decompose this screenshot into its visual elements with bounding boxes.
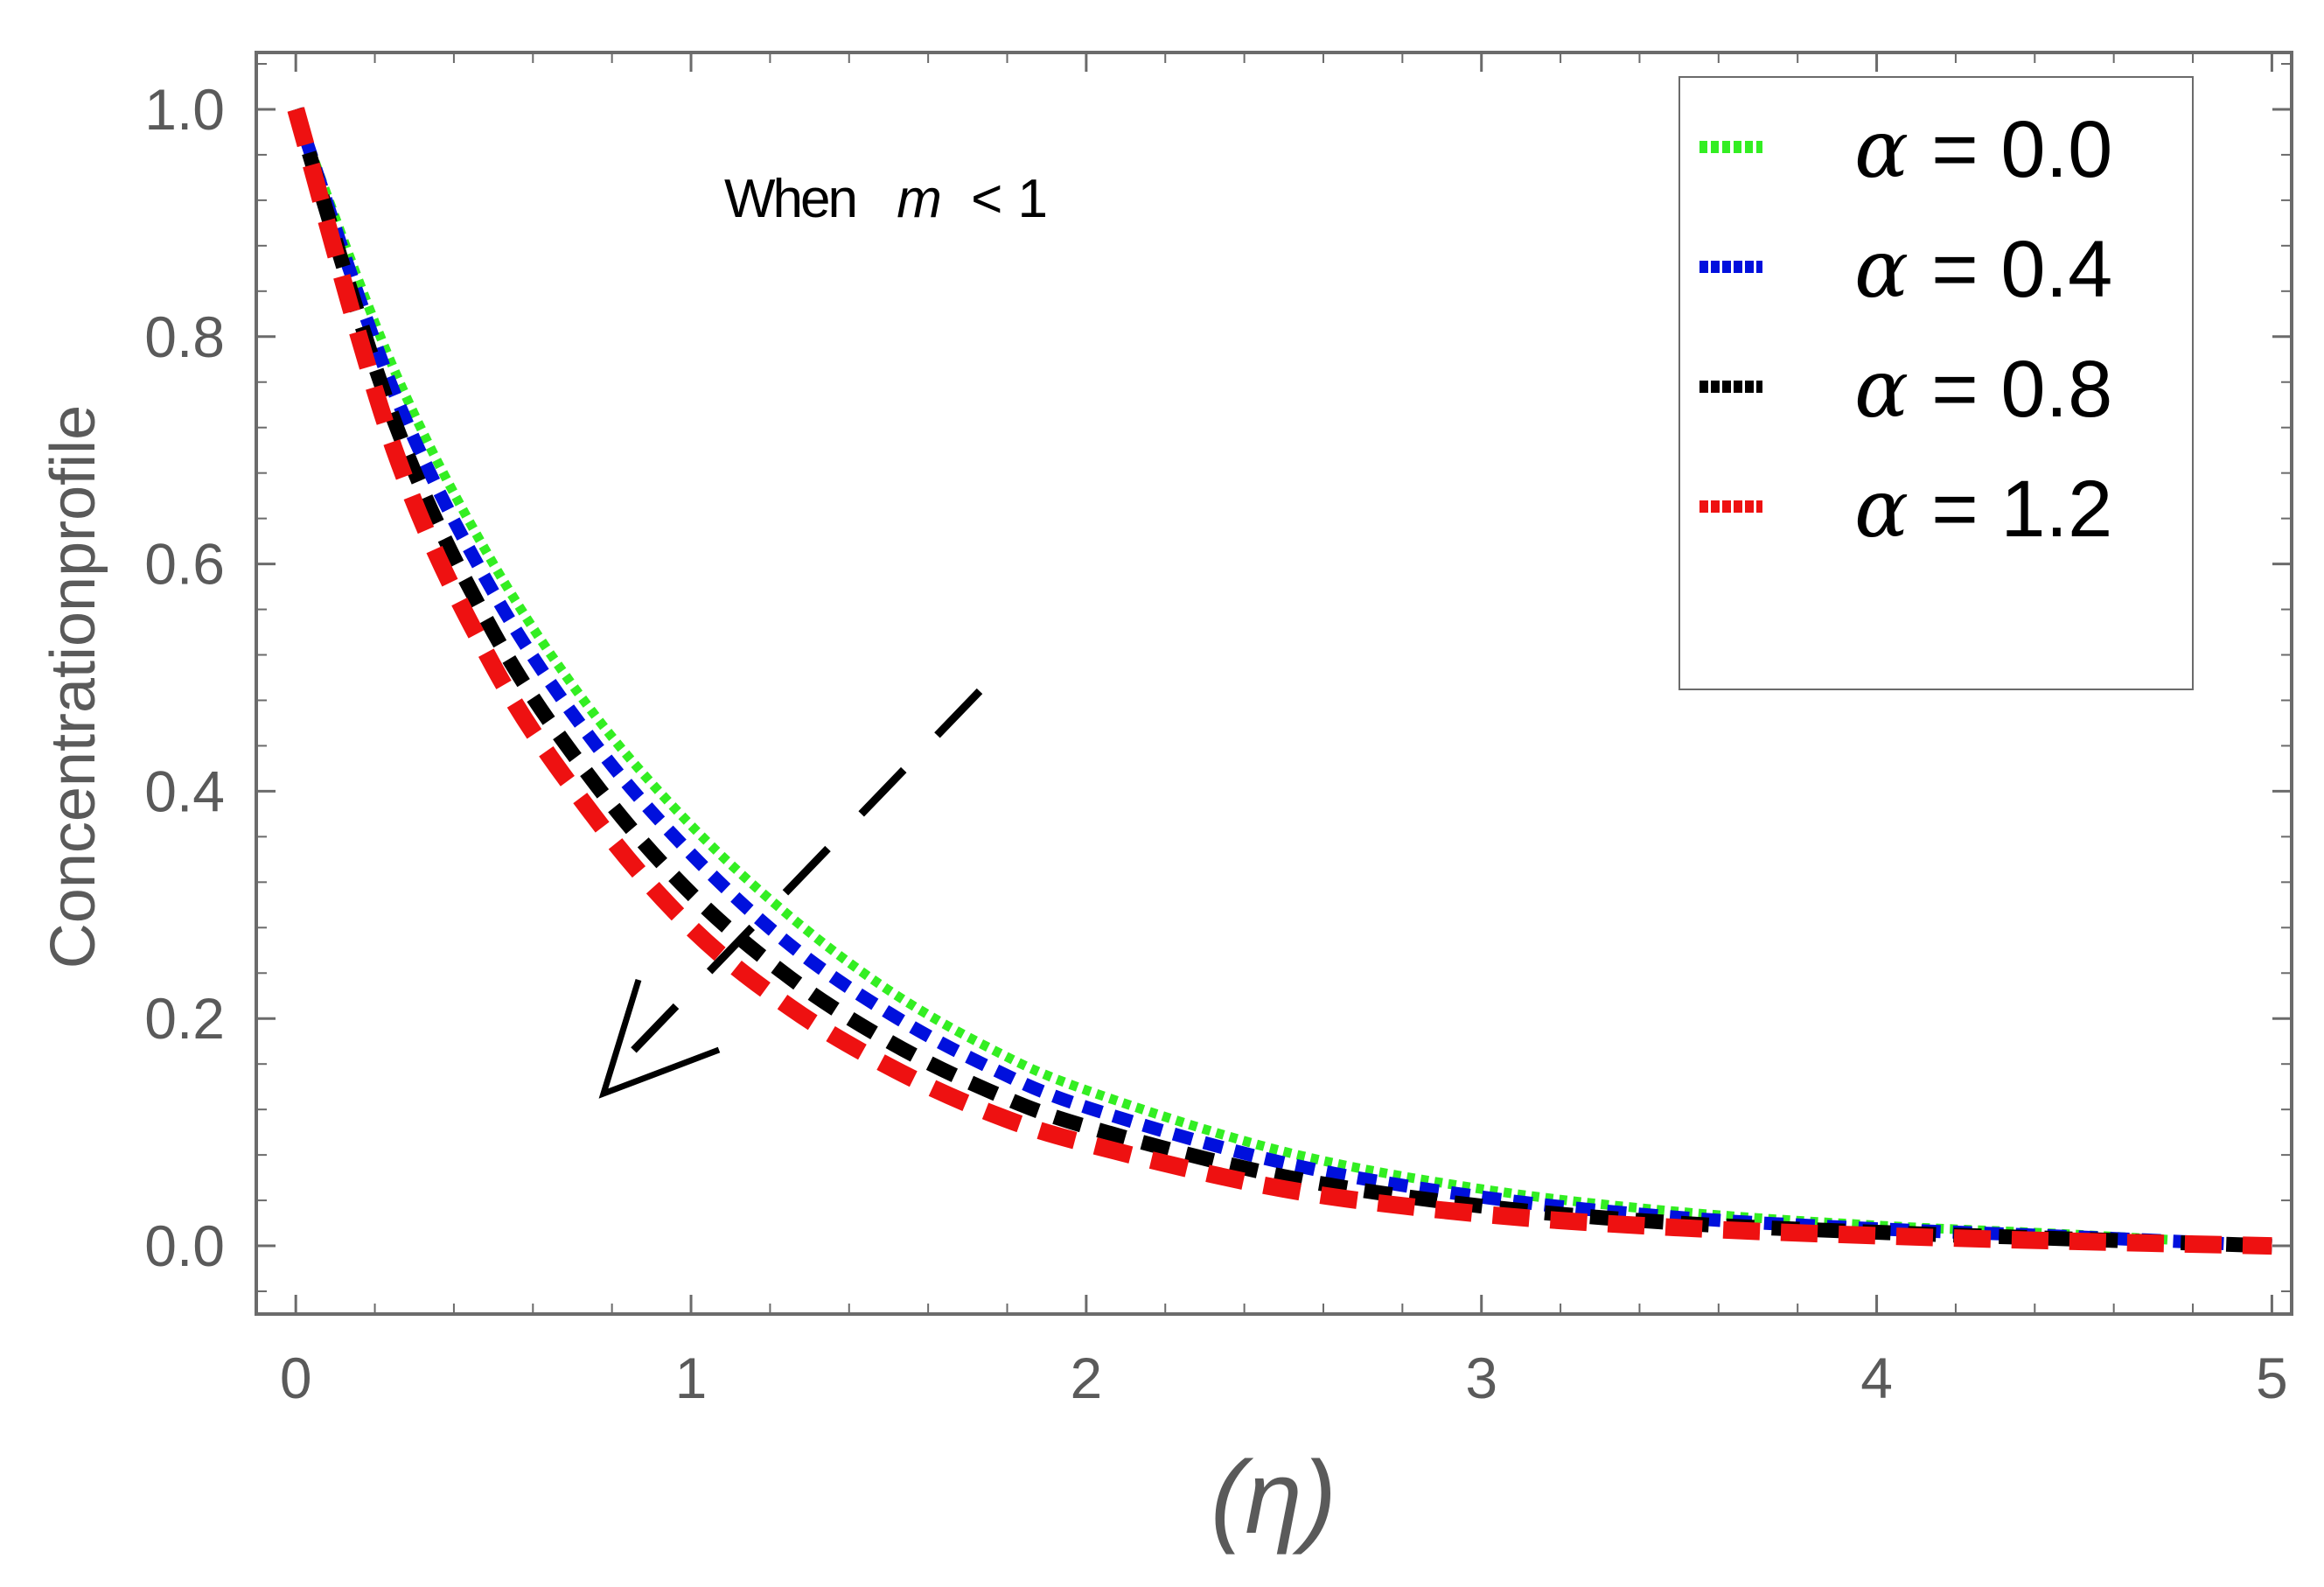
- legend-label-3: α = 1.2: [1854, 462, 2112, 556]
- legend: α = 0.0α = 0.4α = 0.8α = 1.2: [1678, 76, 2194, 690]
- annotation-variable: m: [897, 169, 942, 229]
- trend-arrow-head: [598, 978, 721, 1099]
- legend-label-2: α = 0.8: [1854, 342, 2112, 436]
- trend-arrow: [598, 688, 983, 1099]
- annotation-text: When m < 1: [724, 169, 1048, 229]
- x-tick-label: 4: [1860, 1346, 1893, 1410]
- legend-symbol: α: [1854, 342, 1909, 436]
- legend-value: = 0.8: [1931, 345, 2112, 434]
- axis-ticks: [256, 52, 2292, 1314]
- x-axis-title: (η): [1211, 1440, 1336, 1556]
- y-axis-title: Concentrationprofile: [38, 405, 108, 968]
- annotation-prefix: When: [724, 169, 855, 229]
- axis-tick-labels: 0 1 2 3 4 5 0.0 0.2 0.4 0.6 0.8 1.0: [144, 77, 2288, 1410]
- y-tick-label: 0.6: [144, 532, 225, 597]
- y-tick-label: 0.2: [144, 986, 225, 1051]
- legend-value: = 0.0: [1931, 105, 2112, 194]
- x-tick-label: 2: [1071, 1346, 1103, 1410]
- plot-frame: [255, 51, 2293, 1316]
- legend-label-1: α = 0.4: [1854, 222, 2112, 316]
- series-layer: [287, 107, 2272, 1255]
- series-line-0: [291, 108, 2272, 1251]
- y-tick-label: 0.4: [144, 759, 225, 823]
- legend-label-0: α = 0.0: [1854, 102, 2112, 196]
- x-tick-label: 0: [280, 1346, 312, 1410]
- legend-value: = 1.2: [1931, 465, 2112, 554]
- annotation-relation: < 1: [971, 169, 1048, 229]
- y-tick-label: 0.8: [144, 304, 225, 369]
- trend-arrow-shaft: [626, 688, 983, 1058]
- series-line-3: [287, 107, 2272, 1255]
- legend-symbol: α: [1854, 102, 1909, 196]
- legend-value: = 0.4: [1931, 225, 2112, 314]
- legend-symbol: α: [1854, 462, 1909, 556]
- legend-box: [1678, 76, 2194, 690]
- x-tick-label: 5: [2256, 1346, 2288, 1410]
- x-tick-label: 3: [1465, 1346, 1497, 1410]
- x-tick-label: 1: [675, 1346, 708, 1410]
- y-tick-label: 1.0: [144, 77, 225, 142]
- legend-symbol: α: [1854, 222, 1909, 316]
- y-tick-label: 0.0: [144, 1213, 225, 1278]
- legend-items: α = 0.0α = 0.4α = 0.8α = 1.2: [1699, 102, 2112, 556]
